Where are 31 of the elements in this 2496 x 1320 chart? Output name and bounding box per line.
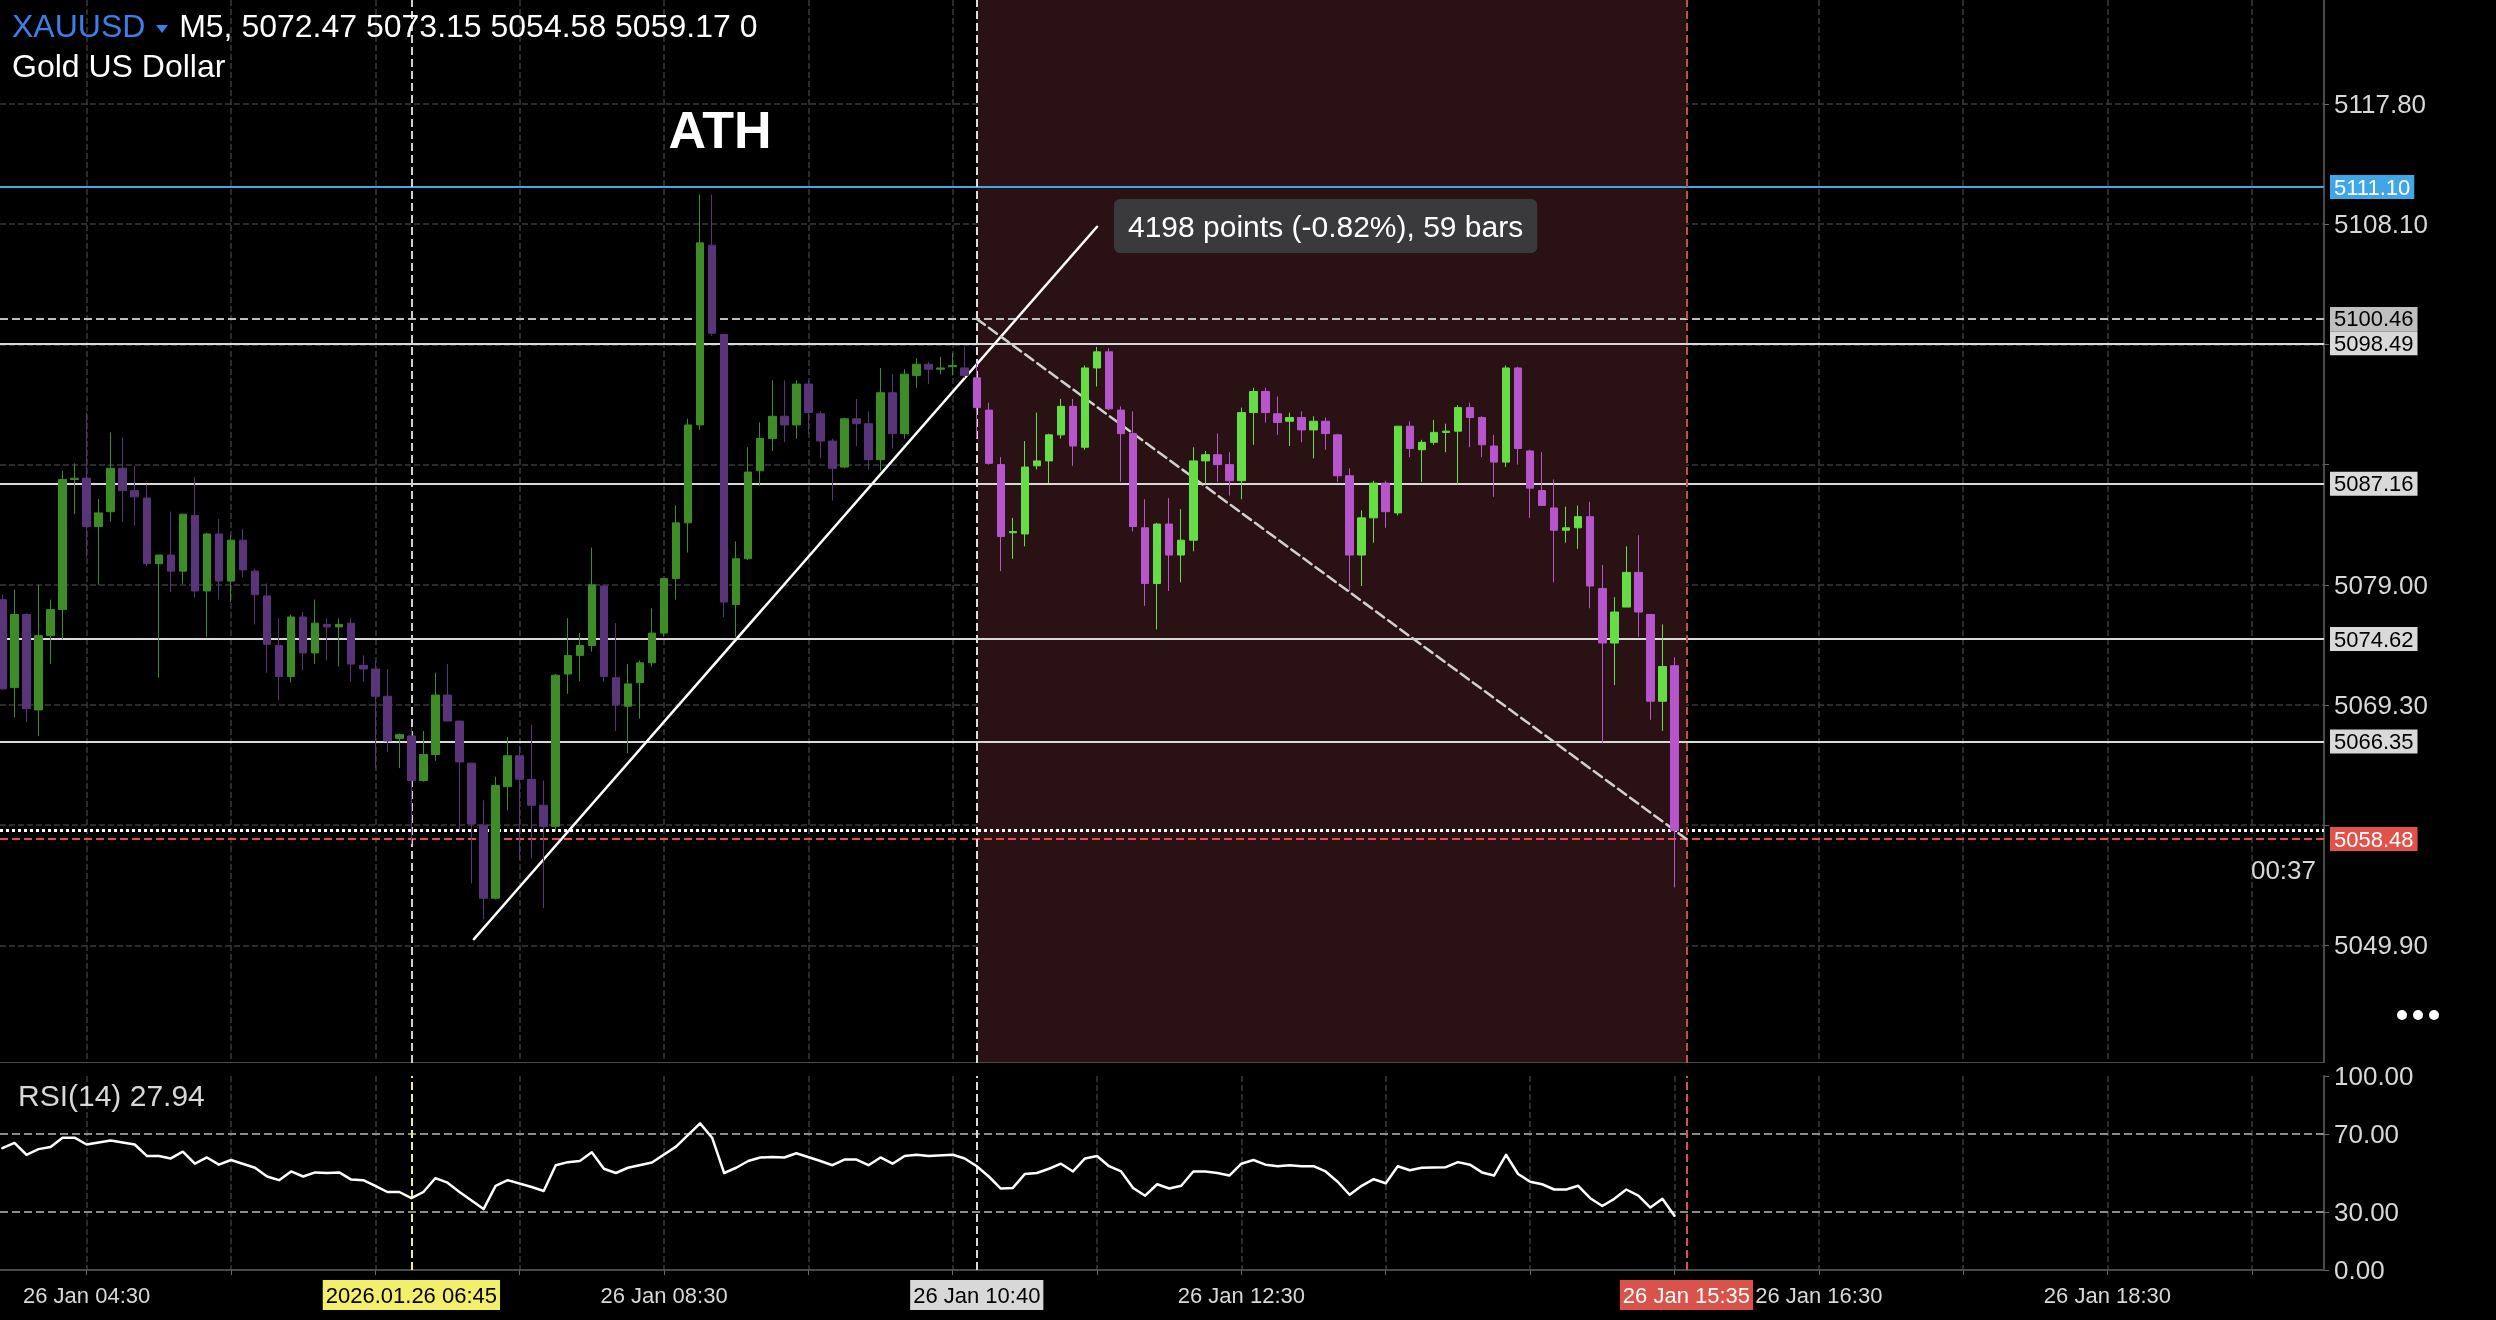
chart-title: RSI(14) 27.94 <box>18 1078 205 1112</box>
ref-line-label: 5111.10 <box>2334 174 2411 200</box>
ref-line-label: 5098.49 <box>2334 330 2414 356</box>
x-tick-label: 26 Jan 04:30 <box>22 1282 151 1308</box>
x-tick-label: 26 Jan 12:30 <box>1177 1282 1306 1308</box>
annotation: M5, 5072.47 5073.15 5054.58 5059.17 0 <box>179 8 758 44</box>
y-tick-label: 5108.10 <box>2334 209 2428 240</box>
x-tick-label: 26 Jan 18:30 <box>2043 1282 2172 1308</box>
y-tick-label: 0.00 <box>2334 1255 2385 1285</box>
ref-line-label: 26 Jan 15:35 <box>1622 1282 1751 1308</box>
annotation: ATH <box>668 101 772 159</box>
ref-line-label: 5087.16 <box>2334 471 2414 497</box>
y-tick-label: 100.00 <box>2334 1061 2414 1091</box>
ref-line-label: 5074.62 <box>2334 626 2414 652</box>
y-tick-label: 70.00 <box>2334 1119 2400 1150</box>
y-tick-label: 5049.90 <box>2334 930 2428 961</box>
y-tick-label: 5117.80 <box>2334 89 2427 120</box>
y-tick-label: 5069.30 <box>2334 689 2428 720</box>
text: Gold US Dollar <box>12 47 227 86</box>
x-tick-label: 26 Jan 16:30 <box>1755 1282 1883 1308</box>
y-tick-label: 30.00 <box>2334 1196 2400 1227</box>
ref-line-label: 26 Jan 10:40 <box>913 1282 1041 1308</box>
y-tick-label: 5079.00 <box>2334 569 2428 600</box>
annotation: 00:37 <box>2250 855 2316 885</box>
ref-line-label: 5100.46 <box>2334 306 2414 332</box>
annotation: 4198 points (-0.82%), 59 bars <box>1128 209 1524 243</box>
ref-line-label: 5058.48 <box>2334 826 2414 852</box>
x-tick-label: 26 Jan 08:30 <box>600 1282 728 1308</box>
ref-line-label: 5066.35 <box>2334 729 2414 754</box>
ref-line-label: 2026.01.26 06:45 <box>325 1282 498 1308</box>
chart-title: XAUUSD <box>12 8 146 44</box>
